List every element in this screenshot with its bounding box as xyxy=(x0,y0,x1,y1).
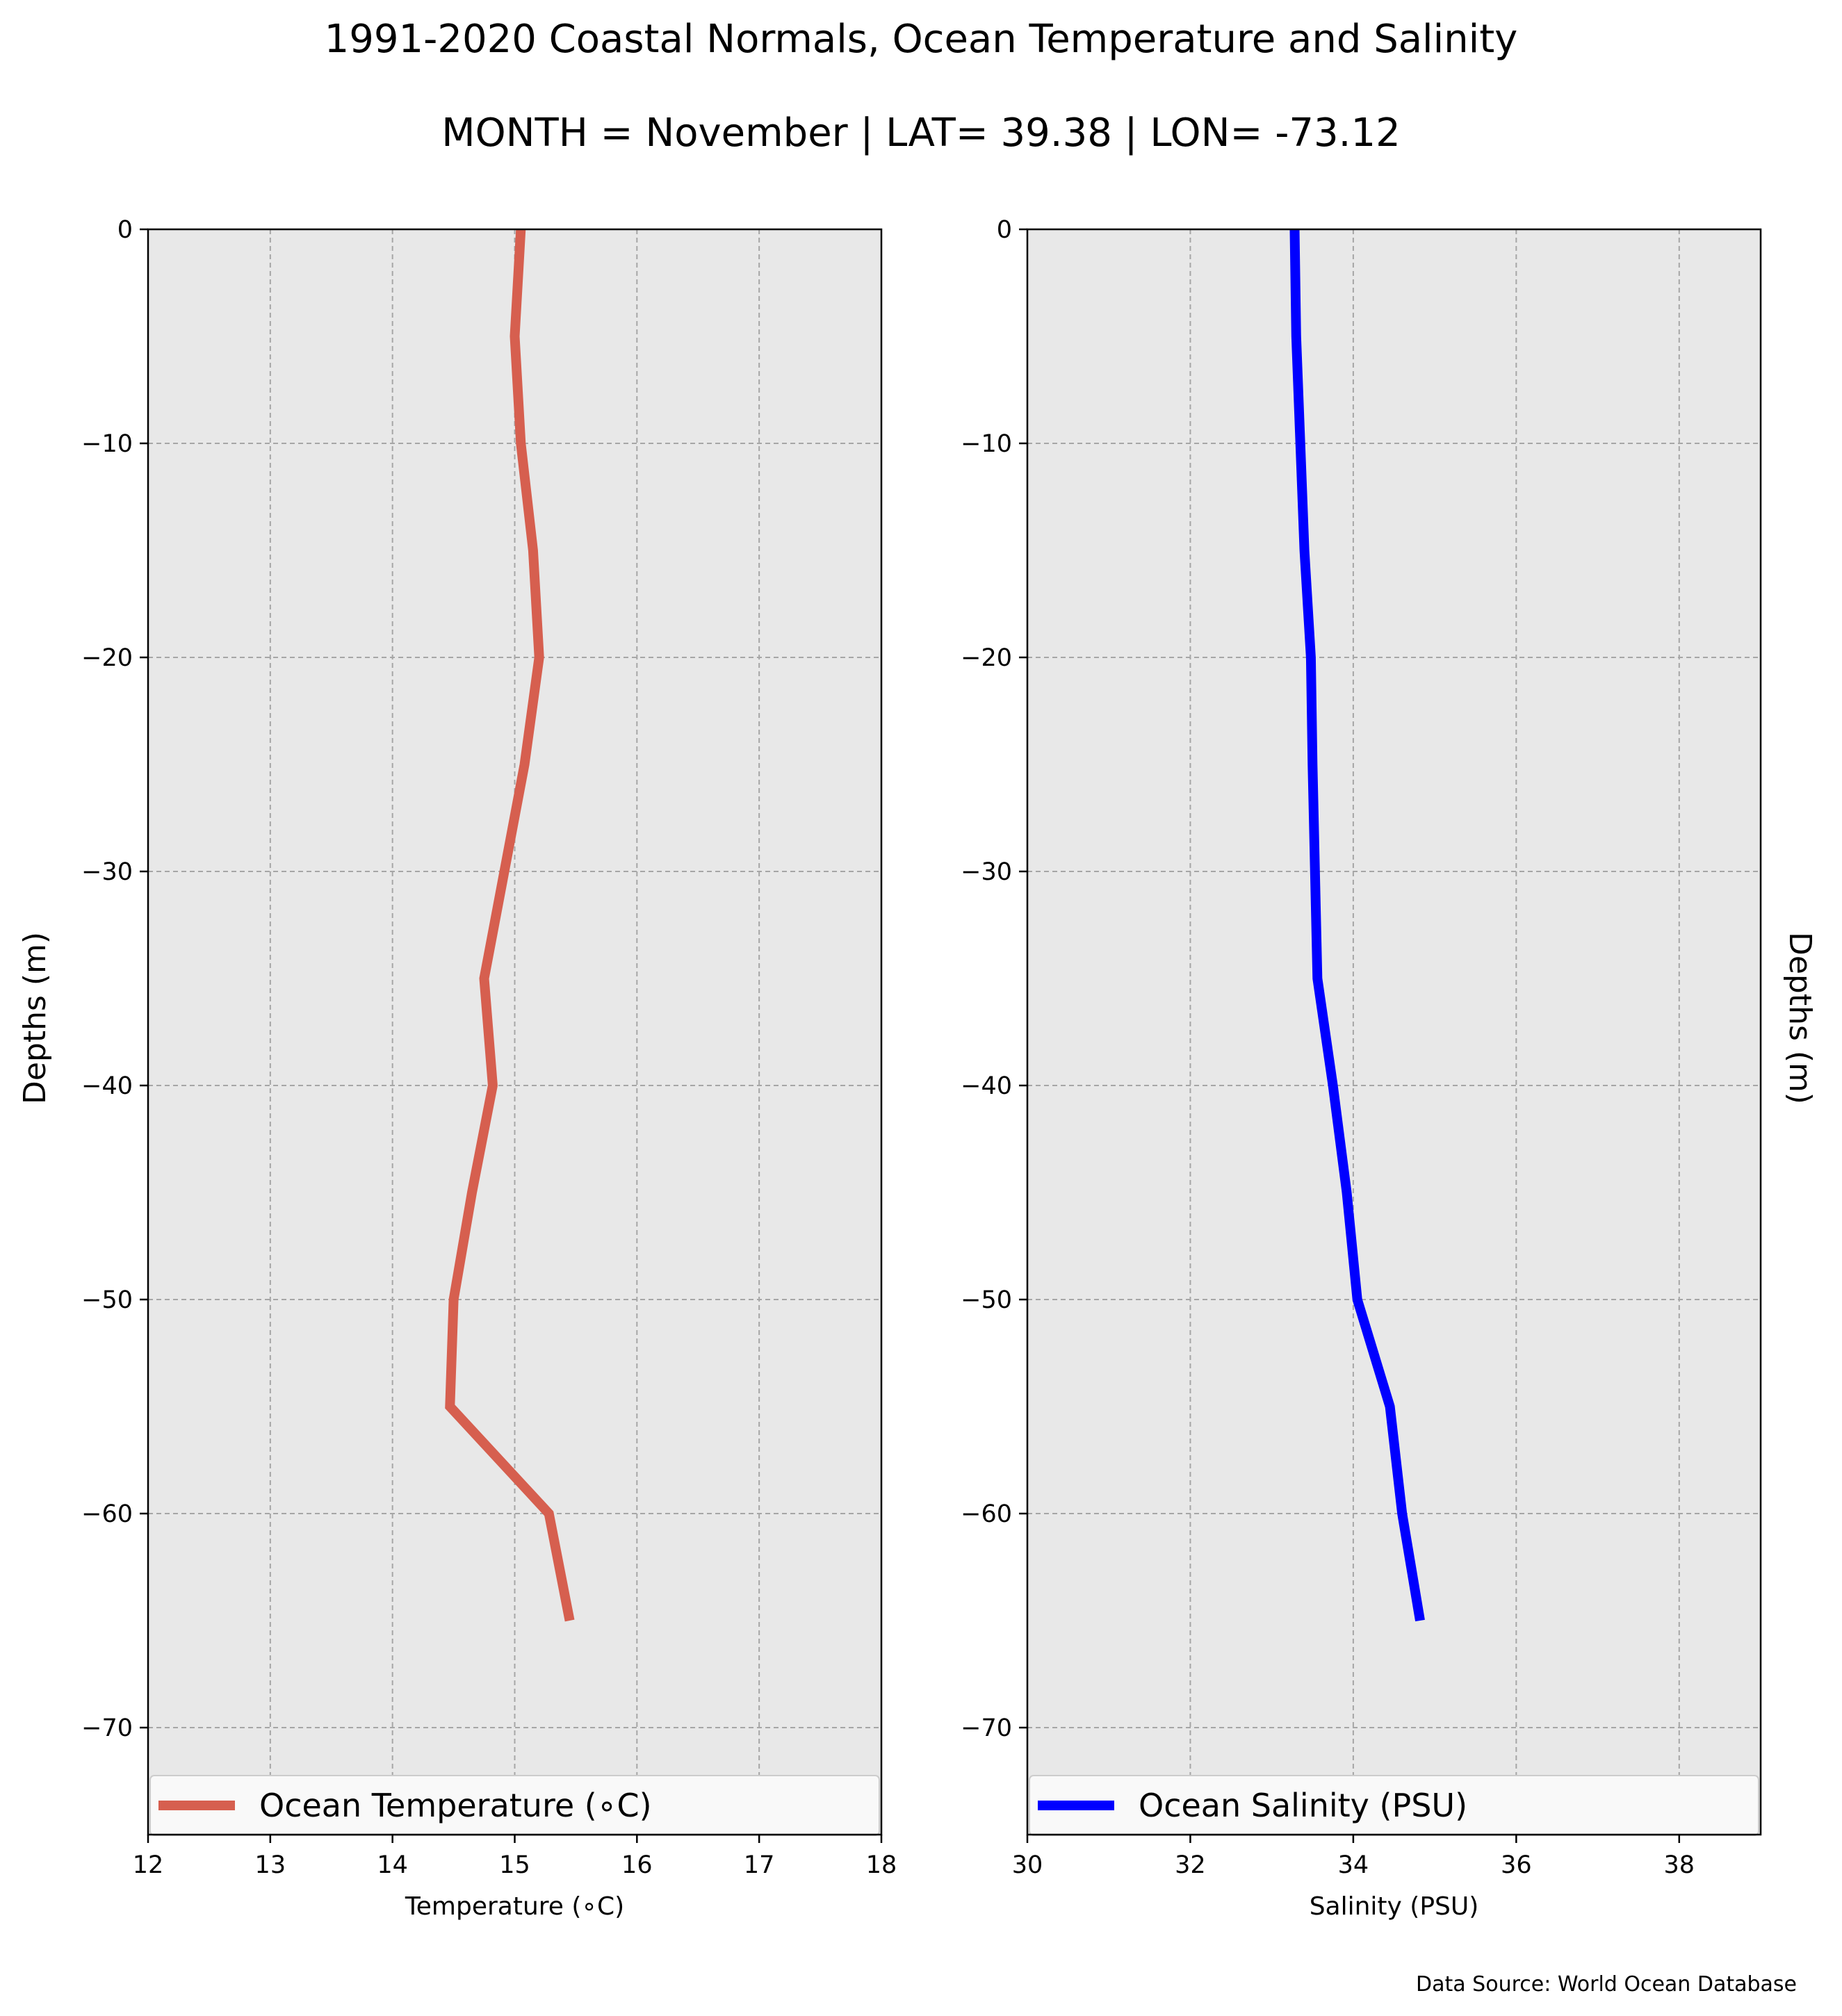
sal-y-tick-label: 0 xyxy=(997,216,1012,244)
temp-x-tick-label: 12 xyxy=(133,1851,164,1879)
right-ylabel: Depths (m) xyxy=(1782,932,1818,1104)
temp-y-tick-label: −70 xyxy=(81,1714,133,1742)
sal-x-tick-label: 32 xyxy=(1175,1851,1206,1879)
sal-x-axis-label: Salinity (PSU) xyxy=(1310,1892,1479,1921)
temp-y-tick-label: −40 xyxy=(81,1072,133,1100)
chart-subtitle: MONTH = November | LAT= 39.38 | LON= -73… xyxy=(441,110,1401,156)
temp-y-tick-label: −50 xyxy=(81,1286,133,1314)
temp-y-tick-label: −20 xyxy=(81,644,133,672)
sal-x-tick-label: 34 xyxy=(1338,1851,1369,1879)
temp-x-axis-label: Temperature (∘C) xyxy=(405,1892,624,1921)
sal-y-tick-label: −60 xyxy=(961,1500,1012,1528)
temp-y-tick-label: −60 xyxy=(81,1500,133,1528)
temp-x-tick-label: 15 xyxy=(499,1851,530,1879)
left-ylabel: Depths (m) xyxy=(17,932,53,1104)
sal-plot-area xyxy=(1027,229,1761,1835)
sal-x-tick-label: 30 xyxy=(1012,1851,1043,1879)
temp-y-tick-label: −10 xyxy=(81,430,133,458)
salinity-panel: Ocean Salinity (PSU) 30 32 34 36 38 0 −10 −20 −30… xyxy=(961,216,1762,1921)
sal-y-tick-label: −10 xyxy=(961,430,1012,458)
temp-y-tick-label: −30 xyxy=(81,858,133,886)
sal-y-tick-label: −50 xyxy=(961,1286,1012,1314)
sal-x-tick-label: 36 xyxy=(1501,1851,1532,1879)
temp-x-tick-label: 14 xyxy=(377,1851,408,1879)
temp-y-tick-label: 0 xyxy=(117,216,133,244)
temp-x-tick-label: 16 xyxy=(621,1851,653,1879)
data-source-note: Data Source: World Ocean Database xyxy=(1416,1972,1797,1997)
sal-y-tick-label: −40 xyxy=(961,1072,1012,1100)
sal-series-line xyxy=(1289,229,1425,1622)
temp-x-tick-label: 13 xyxy=(255,1851,286,1879)
sal-y-tick-label: −20 xyxy=(961,644,1012,672)
temp-legend-label: Ocean Temperature (∘C) xyxy=(259,1787,652,1824)
temp-x-tick-label: 17 xyxy=(744,1851,775,1879)
sal-legend-label: Ocean Salinity (PSU) xyxy=(1139,1787,1467,1824)
temperature-panel: Ocean Temperature (∘C) 12 13 14 15 16 17 18 0 −10… xyxy=(81,216,897,1921)
chart-title: 1991-2020 Coastal Normals, Ocean Tempera… xyxy=(325,17,1518,62)
temp-series-line xyxy=(445,229,575,1622)
sal-legend: Ocean Salinity (PSU) xyxy=(1029,1775,1759,1836)
temp-x-tick-label: 18 xyxy=(866,1851,897,1879)
sal-y-tick-label: −70 xyxy=(961,1714,1012,1742)
sal-axes-frame xyxy=(1026,228,1762,1836)
sal-y-tick-label: −30 xyxy=(961,858,1012,886)
temp-legend: Ocean Temperature (∘C) xyxy=(149,1775,880,1836)
sal-x-tick-label: 38 xyxy=(1664,1851,1695,1879)
